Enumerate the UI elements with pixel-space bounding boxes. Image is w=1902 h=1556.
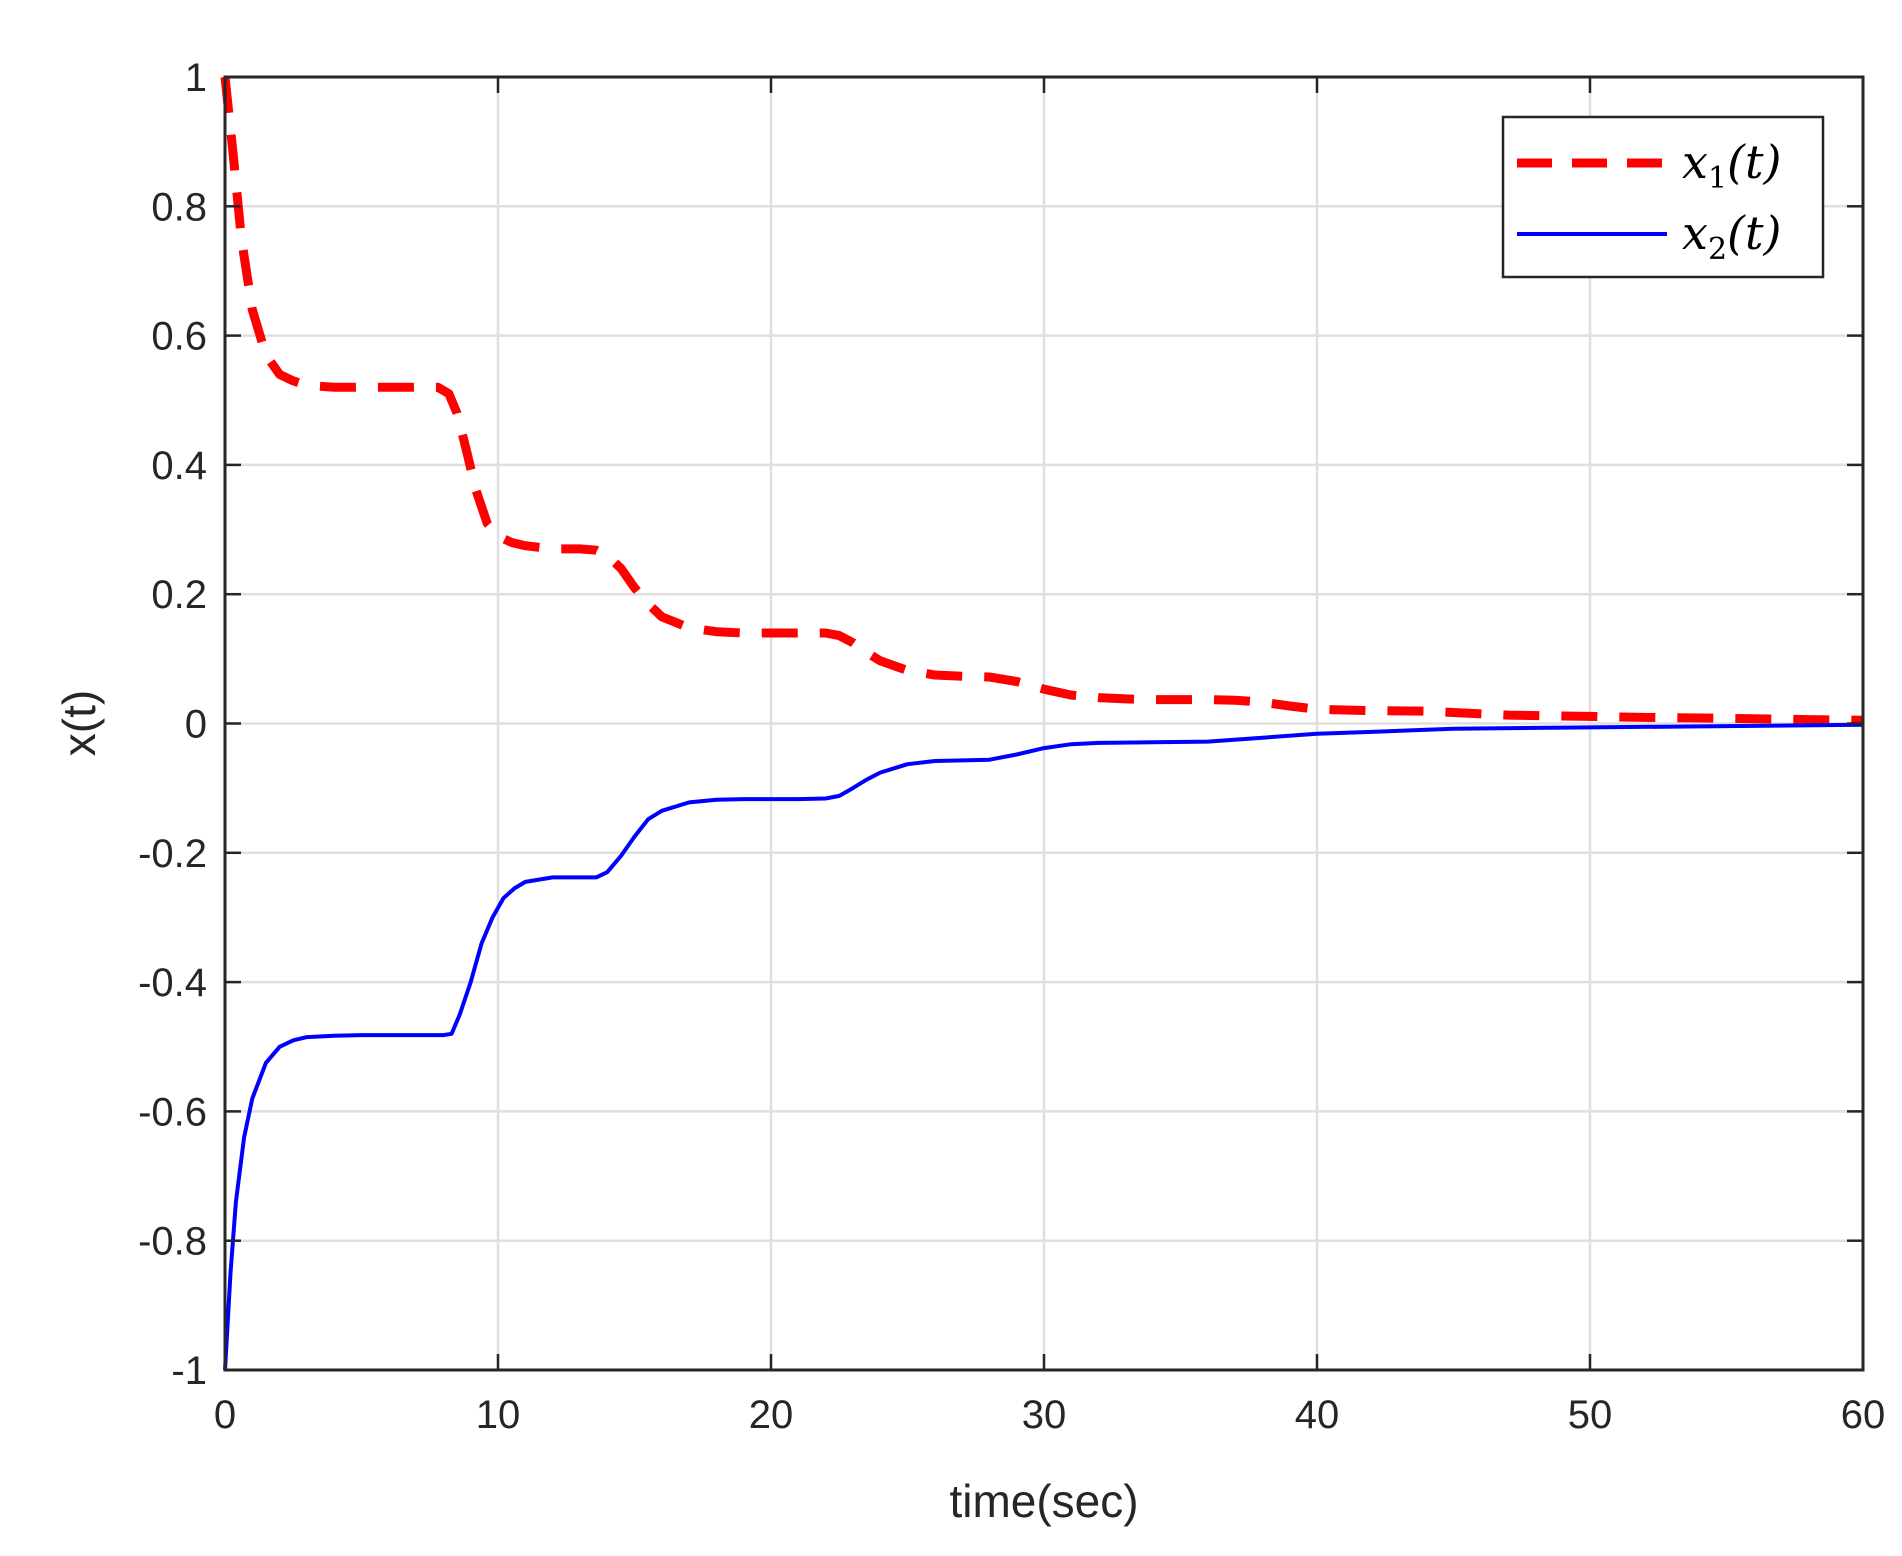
x-tick-label: 0 [214,1393,236,1437]
legend-label-x2: x2(t) [1682,206,1781,267]
x-tick-label: 30 [1022,1393,1067,1437]
series-line-x2 [223,722,1864,1371]
x-axis-title: time(sec) [949,1475,1138,1527]
y-tick-label: -0.4 [138,961,207,1005]
x-tick-labels: 0 10 20 30 40 50 60 [214,1393,1885,1437]
series-line-x1 [220,76,1864,725]
legend-label-x1: x1(t) [1682,135,1781,196]
y-tick-label: 0.8 [151,185,207,229]
y-tick-label: -0.2 [138,832,207,876]
y-tick-label: 0.4 [151,444,207,488]
y-axis-title: x(t) [53,690,105,756]
x-tick-label: 10 [476,1393,521,1437]
x-tick-label: 50 [1568,1393,1613,1437]
y-tick-label: -1 [171,1349,207,1393]
y-tick-label: 0.6 [151,315,207,359]
y-tick-label: -0.6 [138,1090,207,1134]
legend-box [1501,115,1825,279]
x-tick-label: 40 [1295,1393,1340,1437]
grid-lines [225,77,1863,1370]
x-tick-label: 60 [1841,1393,1886,1437]
y-tick-label: 0 [185,703,207,747]
y-tick-labels: -1 -0.8 -0.6 -0.4 -0.2 0 0.2 0.4 0.6 0.8 1 [138,56,207,1393]
legend: x1(t) x2(t) [1501,115,1825,279]
series-layer [220,76,1864,1371]
x-tick-label: 20 [749,1393,794,1437]
tick-marks [223,75,1865,1372]
y-tick-label: 0.2 [151,573,207,617]
y-tick-label: 1 [185,56,207,100]
y-tick-label: -0.8 [138,1220,207,1264]
